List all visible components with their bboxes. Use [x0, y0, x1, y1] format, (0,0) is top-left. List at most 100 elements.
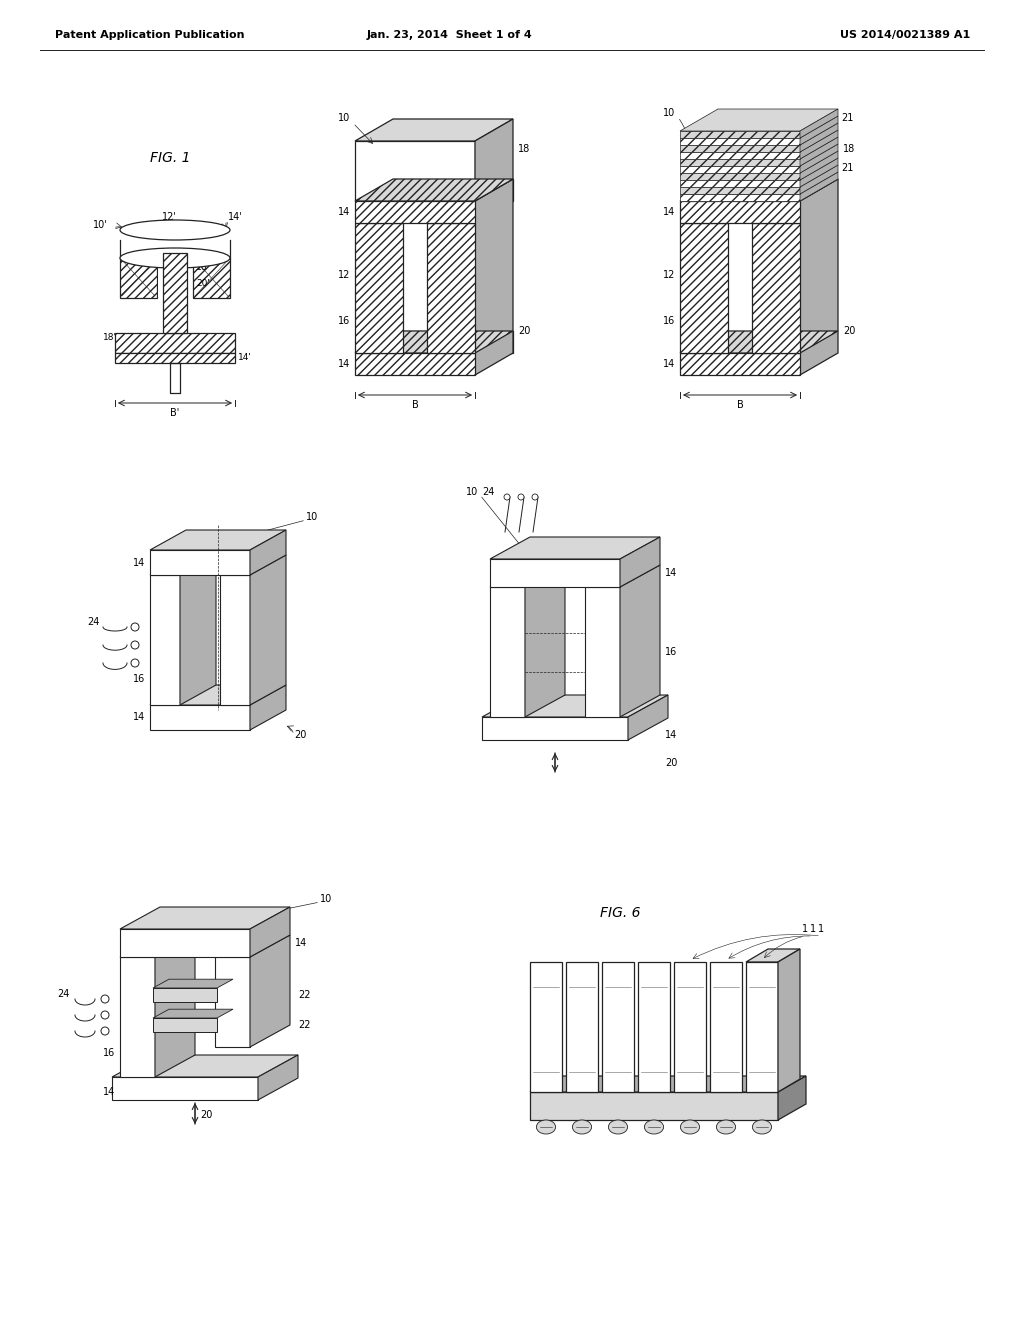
Bar	[674, 962, 706, 1092]
Bar	[220, 576, 250, 705]
Text: 16: 16	[665, 647, 677, 657]
Bar	[680, 352, 800, 375]
Bar	[112, 1077, 258, 1100]
Text: 14: 14	[338, 207, 350, 216]
Text: Patent Application Publication: Patent Application Publication	[55, 30, 245, 40]
Polygon shape	[220, 554, 286, 576]
Circle shape	[532, 494, 538, 500]
Polygon shape	[250, 554, 286, 705]
Text: 16': 16'	[196, 264, 210, 272]
Bar	[158, 259, 191, 297]
Polygon shape	[800, 172, 838, 201]
Polygon shape	[800, 150, 838, 180]
Polygon shape	[120, 935, 195, 957]
Polygon shape	[180, 554, 216, 705]
Polygon shape	[355, 180, 513, 201]
Circle shape	[504, 494, 510, 500]
Text: 10': 10'	[93, 220, 108, 230]
Text: 12: 12	[338, 271, 350, 280]
Text: FIG. 1: FIG. 1	[150, 150, 190, 165]
Bar	[752, 223, 800, 352]
Text: 14: 14	[133, 713, 145, 722]
Text: 16: 16	[102, 1048, 115, 1059]
Bar	[680, 145, 800, 152]
Text: 20: 20	[518, 326, 530, 337]
Text: 14: 14	[663, 207, 675, 216]
Bar	[120, 929, 250, 957]
Polygon shape	[215, 935, 290, 957]
Text: B': B'	[170, 408, 179, 418]
Polygon shape	[490, 565, 565, 587]
Text: FIG. 4: FIG. 4	[540, 546, 581, 560]
Text: 14': 14'	[238, 354, 252, 363]
Text: FIG. 3: FIG. 3	[175, 546, 215, 560]
Text: 10: 10	[319, 894, 332, 904]
Text: 24: 24	[88, 616, 100, 627]
Text: 14: 14	[102, 1086, 115, 1097]
Ellipse shape	[717, 1119, 735, 1134]
Text: 14: 14	[665, 730, 677, 741]
Text: 20': 20'	[196, 279, 210, 288]
Circle shape	[101, 1027, 109, 1035]
Ellipse shape	[120, 220, 230, 240]
Bar	[710, 962, 742, 1092]
Text: 10: 10	[338, 114, 350, 123]
Polygon shape	[120, 907, 290, 929]
Text: FIG. 6: FIG. 6	[600, 906, 640, 920]
Text: B: B	[412, 400, 419, 411]
Text: 20: 20	[843, 326, 855, 337]
Polygon shape	[680, 180, 838, 201]
Circle shape	[131, 659, 139, 667]
Bar	[153, 987, 217, 1002]
Polygon shape	[800, 137, 838, 166]
Text: 20: 20	[294, 730, 306, 741]
Circle shape	[131, 642, 139, 649]
Polygon shape	[250, 685, 286, 730]
Text: 18: 18	[518, 144, 530, 154]
Polygon shape	[680, 331, 838, 352]
Bar	[215, 957, 250, 1047]
Text: 18: 18	[843, 144, 855, 154]
Polygon shape	[800, 123, 838, 152]
Bar	[490, 587, 525, 717]
Text: 22: 22	[298, 1020, 310, 1030]
Bar	[680, 173, 800, 180]
Ellipse shape	[572, 1119, 592, 1134]
Polygon shape	[482, 696, 668, 717]
Polygon shape	[778, 1076, 806, 1119]
Text: 14: 14	[663, 359, 675, 370]
Polygon shape	[525, 565, 565, 717]
Polygon shape	[800, 180, 838, 375]
Polygon shape	[150, 554, 216, 576]
Bar	[746, 962, 778, 1092]
Text: FIG. 2A: FIG. 2A	[745, 150, 795, 165]
Text: 22: 22	[298, 990, 310, 1001]
Polygon shape	[155, 935, 195, 1077]
Bar	[427, 223, 475, 352]
Bar	[566, 962, 598, 1092]
Polygon shape	[585, 565, 660, 587]
Text: 24: 24	[57, 989, 70, 999]
Bar	[680, 180, 800, 187]
Polygon shape	[250, 935, 290, 1047]
Text: 12: 12	[663, 271, 675, 280]
Polygon shape	[800, 158, 838, 187]
Bar	[680, 201, 800, 223]
Polygon shape	[800, 129, 838, 158]
Bar	[638, 962, 670, 1092]
Polygon shape	[150, 531, 286, 550]
Polygon shape	[800, 144, 838, 173]
Ellipse shape	[608, 1119, 628, 1134]
Polygon shape	[355, 331, 513, 352]
Bar	[150, 705, 250, 730]
Text: 12': 12'	[162, 213, 177, 222]
Text: 14': 14'	[228, 213, 243, 222]
Text: Jan. 23, 2014  Sheet 1 of 4: Jan. 23, 2014 Sheet 1 of 4	[368, 30, 532, 40]
Polygon shape	[620, 537, 660, 587]
Circle shape	[518, 494, 524, 500]
Ellipse shape	[537, 1119, 556, 1134]
Polygon shape	[778, 949, 800, 1092]
Polygon shape	[153, 979, 233, 987]
Polygon shape	[800, 116, 838, 145]
Text: FIG. 5: FIG. 5	[170, 906, 211, 920]
